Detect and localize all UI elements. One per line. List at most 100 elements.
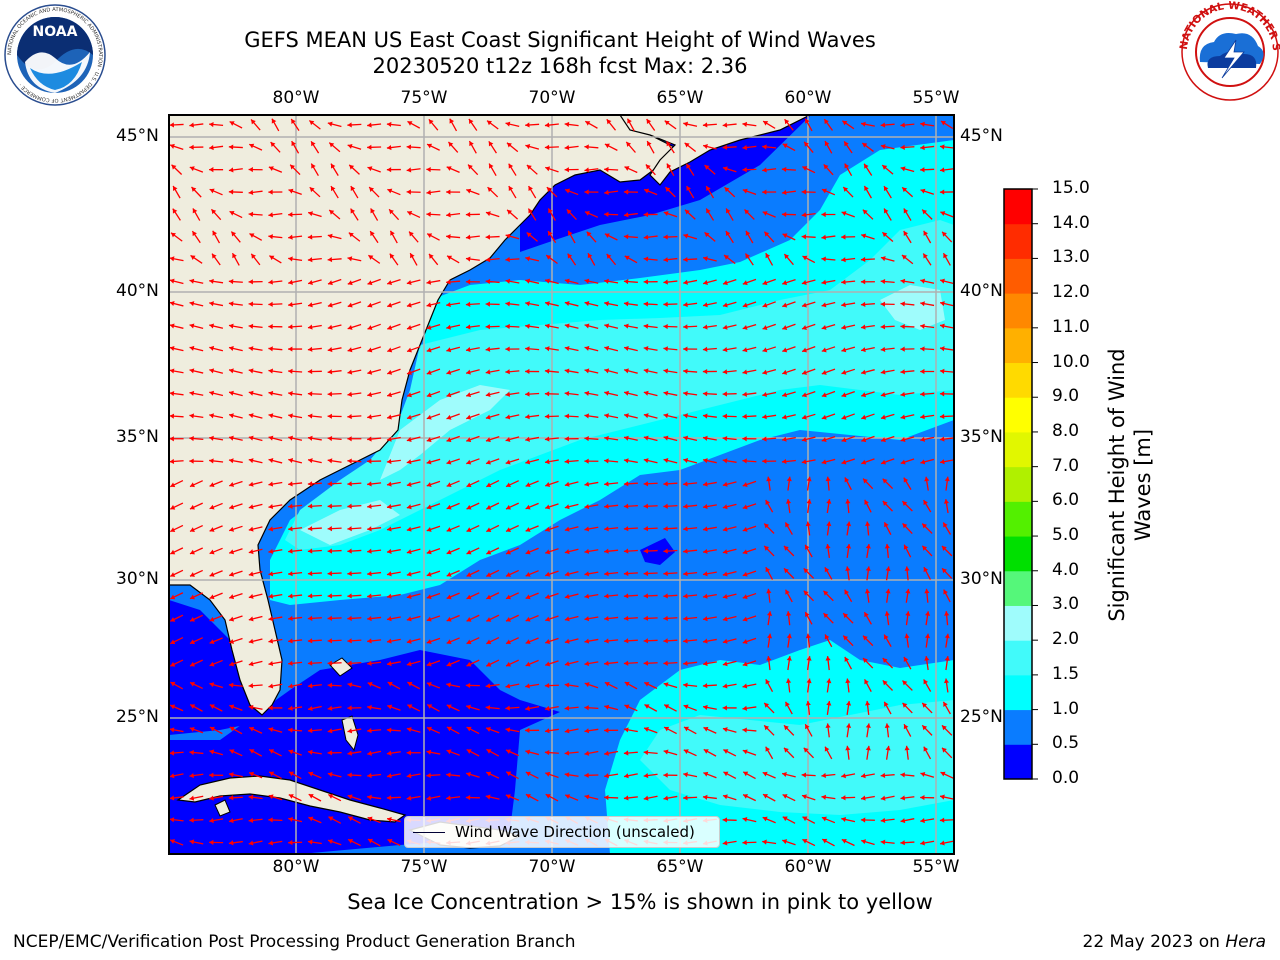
wave-vector-head: [643, 593, 649, 599]
wave-vector-head: [367, 772, 372, 779]
wave-vector-head: [288, 435, 294, 441]
wave-vector-head: [604, 345, 610, 351]
wave-vector-head: [722, 504, 728, 510]
wave-vector-head: [209, 167, 214, 173]
lon-tick-label: 70°W: [528, 857, 576, 877]
wave-vector-head: [248, 526, 254, 532]
wave-vector-head: [742, 683, 748, 689]
wave-vector-head: [604, 413, 609, 419]
wave-field-gulf: [169, 600, 269, 735]
wave-vector-head: [327, 413, 332, 419]
wave-vector-head: [209, 527, 215, 532]
map-subtitle: 20230520 t12z 168h fcst Max: 2.36: [372, 54, 748, 78]
wave-vector-head: [367, 414, 372, 420]
wave-vector-head: [465, 279, 471, 285]
wave-vector-head: [723, 771, 729, 777]
wave-vector-head: [525, 549, 531, 555]
wave-vector-head: [228, 144, 234, 150]
wave-vector-head: [169, 436, 174, 442]
wave-vector-head: [643, 435, 649, 441]
wave-vector-head: [486, 572, 492, 577]
wave-vector-head: [229, 549, 235, 555]
lat-tick-label: 30°N: [116, 569, 159, 589]
wave-vector-head: [884, 611, 890, 616]
wave-vector-head: [307, 413, 313, 419]
wave-vector-head: [307, 368, 313, 375]
wave-vector-head: [882, 165, 888, 170]
wave-vector-head: [703, 704, 708, 710]
wave-vector-head: [406, 144, 412, 150]
wave-vector-head: [683, 772, 688, 778]
wave-vector-head: [821, 816, 827, 822]
wave-vector-head: [367, 526, 372, 532]
wave-vector-head: [229, 482, 235, 487]
wave-vector-head: [212, 230, 218, 236]
wave-vector-head: [407, 392, 412, 398]
wave-vector-head: [228, 840, 234, 846]
wave-vector-head: [426, 571, 432, 577]
wave-vector-head: [744, 209, 750, 215]
wave-vector-head: [370, 208, 376, 214]
wave-vector-head: [726, 208, 731, 214]
wave-vector-head: [564, 571, 570, 577]
wave-vector-head: [922, 702, 928, 708]
wave-vector-head: [505, 414, 511, 420]
wave-vector-head: [722, 346, 728, 353]
wave-vector-head: [722, 727, 728, 733]
wave-vector-head: [367, 458, 372, 464]
wave-vector-head: [248, 638, 254, 644]
wave-vector-head: [209, 345, 215, 351]
wave-vector-head: [900, 122, 905, 128]
wave-vector-head: [347, 660, 352, 666]
wave-vector-head: [209, 594, 215, 600]
wave-vector-head: [446, 459, 452, 465]
wave-vector-head: [683, 301, 688, 308]
wave-vector-head: [683, 615, 688, 622]
wave-vector-head: [765, 499, 771, 505]
wave-vector-head: [446, 369, 452, 375]
wave-vector-head: [508, 186, 514, 192]
wave-vector-head: [604, 458, 609, 464]
wave-vector-head: [782, 302, 788, 308]
wave-vector-head: [209, 772, 214, 778]
wave-vector-head: [663, 526, 668, 532]
wave-vector-head: [446, 572, 452, 577]
wave-vector-head: [446, 189, 451, 195]
wave-vector-head: [841, 437, 847, 443]
wave-vector-head: [268, 166, 274, 172]
colorbar-tick-label: 12.0: [1052, 282, 1090, 303]
wave-vector-head: [367, 122, 372, 128]
wave-vector-head: [801, 772, 807, 778]
wave-vector-head: [844, 141, 849, 147]
wave-vector-head: [426, 482, 432, 487]
wave-vector-head: [623, 278, 629, 285]
wave-vector-head: [722, 616, 728, 622]
wave-vector-head: [861, 369, 866, 375]
wave-vector-head: [525, 661, 531, 667]
wave-field-band-3c: [300, 500, 400, 545]
wave-vector-head: [465, 682, 471, 689]
wave-vector-head: [939, 167, 945, 173]
wave-vector-head: [386, 526, 392, 532]
wave-vector-head: [426, 616, 432, 622]
wave-vector-head: [623, 212, 629, 218]
wave-vector-head: [268, 189, 273, 195]
wave-vector-head: [584, 660, 590, 667]
wave-vector-head: [584, 638, 590, 644]
wave-vector-head: [920, 795, 925, 801]
wave-vector-head: [288, 234, 293, 240]
wave-vector-head: [446, 504, 452, 510]
wave-vector-head: [903, 724, 909, 730]
wave-vector-head: [209, 549, 215, 555]
wave-vector-head: [347, 122, 352, 128]
wave-vector-head: [410, 253, 415, 259]
wave-vector-head: [663, 503, 668, 509]
colorbar-segment: [1004, 674, 1032, 711]
wave-vector-head: [189, 345, 195, 351]
wave-vector-head: [861, 459, 867, 465]
wave-vector-head: [663, 795, 669, 801]
wave-vector-head: [369, 187, 375, 192]
wave-vector-head: [884, 522, 889, 528]
wave-vector-head: [643, 390, 649, 396]
wave-vector-head: [742, 391, 748, 397]
